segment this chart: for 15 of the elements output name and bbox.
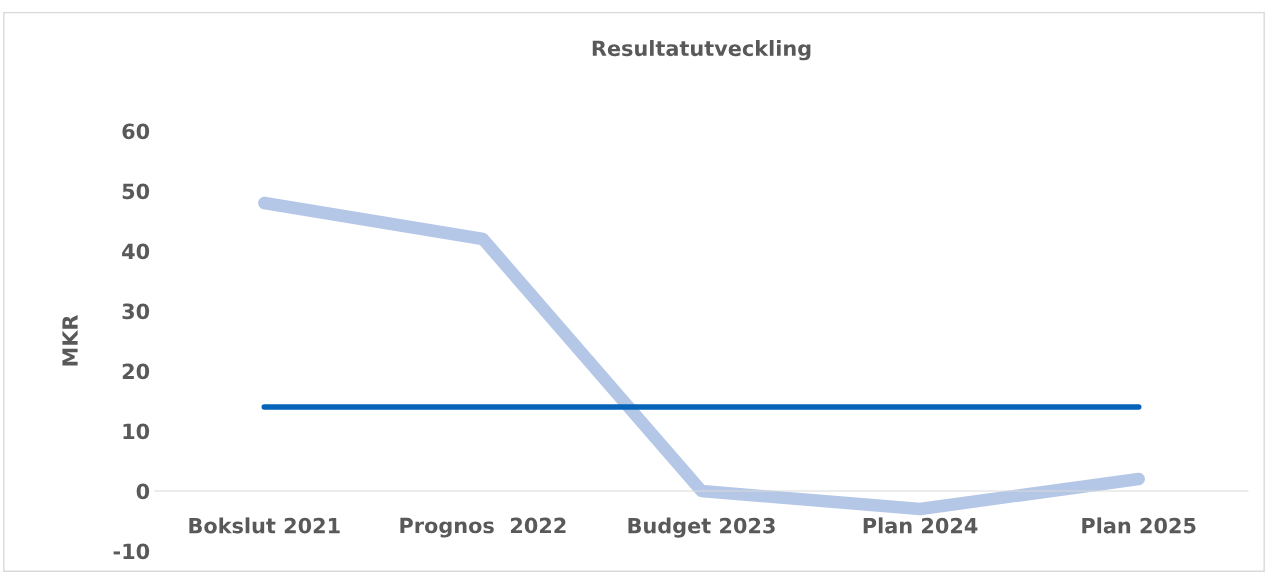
- y-tick-label: 0: [136, 483, 150, 500]
- x-tick-label: Prognos 2022: [400, 517, 566, 538]
- chart-title: Resultatutveckling: [592, 40, 811, 61]
- y-tick-label: -10: [113, 543, 150, 560]
- x-tick-label: Bokslut 2021: [189, 517, 340, 534]
- x-tick-label: Budget 2023: [628, 517, 775, 538]
- x-tick-label: Plan 2025: [1082, 517, 1196, 534]
- y-axis-title: MKR: [62, 314, 78, 366]
- y-tick-label: 50: [122, 183, 150, 200]
- y-tick-label: 30: [122, 303, 150, 320]
- y-tick-label: 60: [122, 123, 150, 140]
- y-tick-label: 40: [122, 243, 150, 260]
- x-tick-label: Plan 2024: [863, 517, 978, 534]
- y-tick-label: 10: [123, 423, 150, 440]
- y-tick-label: 20: [122, 363, 150, 380]
